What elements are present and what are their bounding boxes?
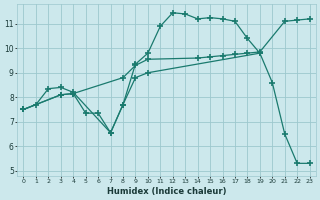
X-axis label: Humidex (Indice chaleur): Humidex (Indice chaleur) — [107, 187, 226, 196]
